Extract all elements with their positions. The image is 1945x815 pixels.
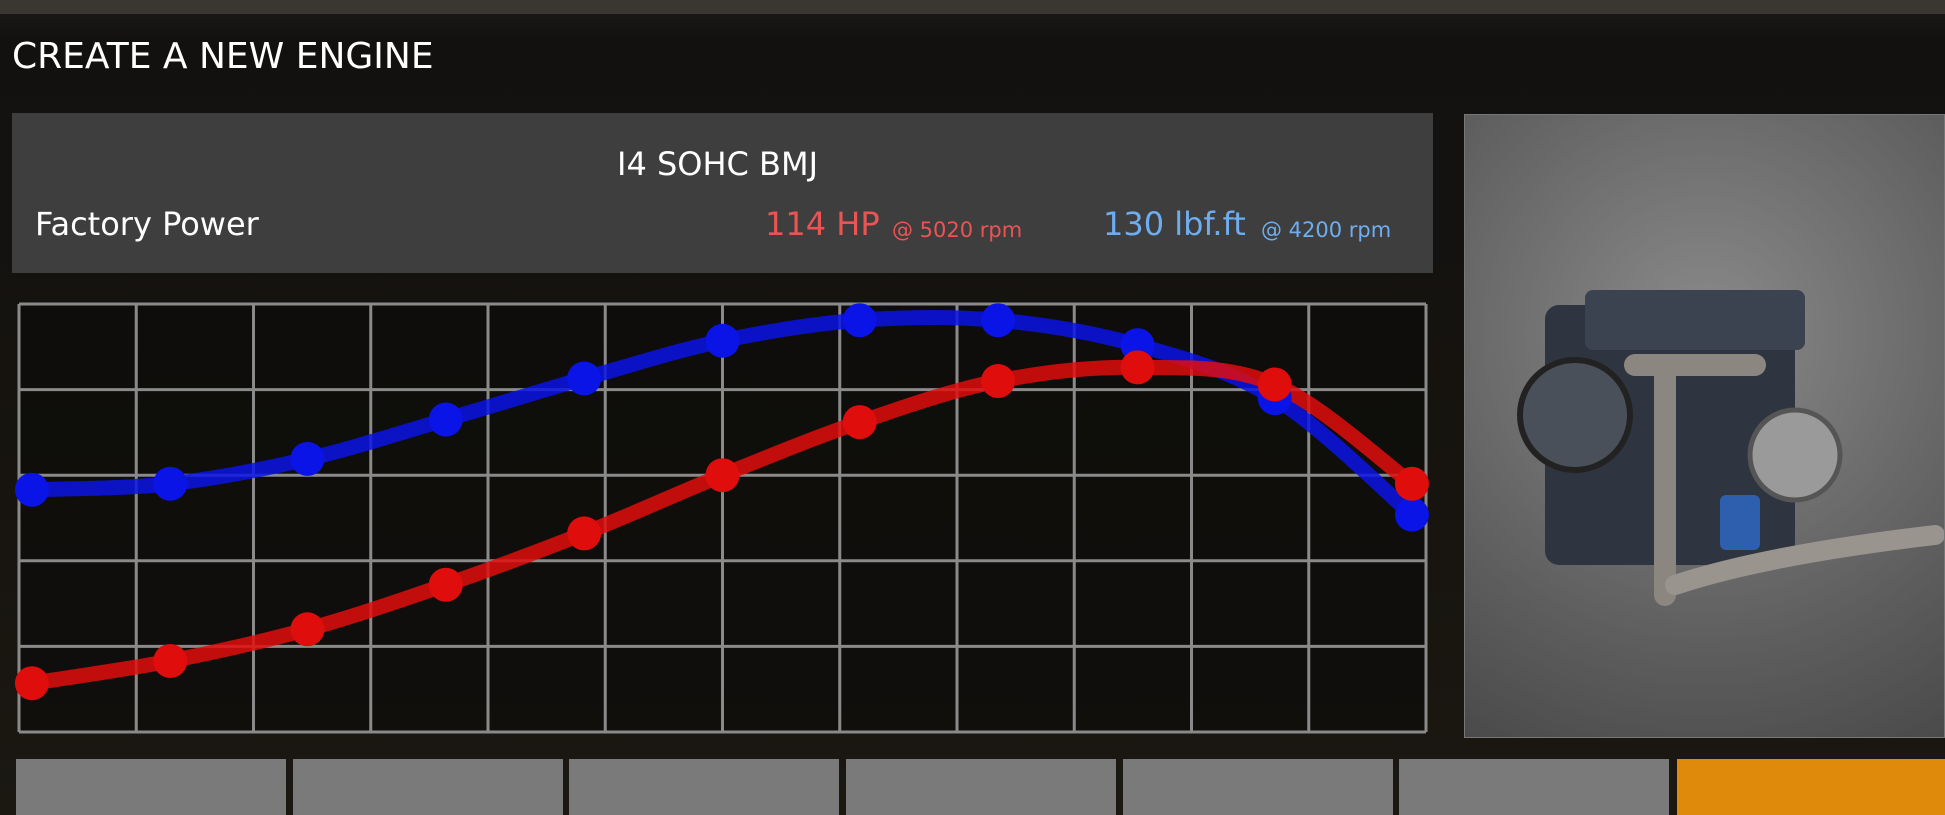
top-bar bbox=[0, 0, 1945, 14]
data-point bbox=[1394, 466, 1429, 501]
tab-button[interactable] bbox=[1123, 759, 1393, 815]
confirm-button[interactable] bbox=[1677, 759, 1945, 815]
data-point bbox=[567, 516, 602, 551]
data-point bbox=[1394, 497, 1429, 532]
power-value: 114 HP bbox=[765, 205, 880, 243]
alternator bbox=[1747, 407, 1843, 503]
chart bbox=[14, 302, 1429, 734]
factory-power-label: Factory Power bbox=[35, 205, 259, 243]
data-point bbox=[705, 323, 740, 358]
tab-button[interactable] bbox=[569, 759, 839, 815]
data-point bbox=[290, 441, 325, 476]
data-point bbox=[14, 472, 49, 507]
engine-illustration bbox=[1517, 290, 1945, 606]
data-point bbox=[705, 458, 740, 493]
engine-preview bbox=[1464, 114, 1945, 738]
data-point bbox=[428, 402, 463, 437]
engine-info-panel: I4 SOHC BMJ Factory Power 114 HP @ 5020 … bbox=[12, 113, 1433, 273]
data-point bbox=[1257, 367, 1292, 402]
exhaust-pipe bbox=[1624, 354, 1766, 606]
data-point bbox=[290, 612, 325, 647]
oil-filter bbox=[1720, 495, 1760, 550]
data-point bbox=[153, 466, 188, 501]
tab-button[interactable] bbox=[293, 759, 563, 815]
power-rpm: @ 5020 rpm bbox=[892, 218, 1023, 242]
data-point bbox=[428, 567, 463, 602]
tab-button[interactable] bbox=[16, 759, 286, 815]
page-title: CREATE A NEW ENGINE bbox=[12, 36, 434, 77]
data-point bbox=[842, 405, 877, 440]
pulley bbox=[1517, 357, 1633, 473]
tab-button[interactable] bbox=[1399, 759, 1669, 815]
data-point bbox=[1120, 350, 1155, 385]
data-point bbox=[981, 364, 1016, 399]
engine-name: I4 SOHC BMJ bbox=[617, 145, 819, 183]
torque-value: 130 lbf.ft bbox=[1103, 205, 1246, 243]
data-point bbox=[567, 361, 602, 396]
data-point bbox=[14, 666, 49, 701]
data-point bbox=[842, 303, 877, 338]
tab-button[interactable] bbox=[846, 759, 1116, 815]
data-point bbox=[153, 643, 188, 678]
torque-rpm: @ 4200 rpm bbox=[1261, 218, 1392, 242]
exhaust-tail bbox=[1665, 525, 1945, 595]
engine-cover bbox=[1585, 290, 1805, 350]
data-point bbox=[981, 303, 1016, 338]
